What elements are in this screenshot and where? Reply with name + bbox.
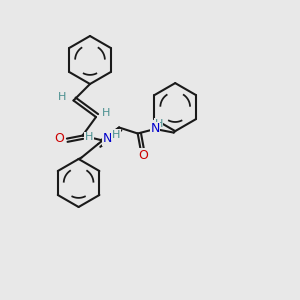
Text: O: O: [55, 132, 64, 145]
Text: N: N: [102, 132, 112, 146]
Text: H: H: [85, 132, 93, 142]
Text: H: H: [154, 118, 163, 129]
Text: N: N: [150, 122, 160, 136]
Text: H: H: [112, 130, 120, 140]
Text: O: O: [138, 149, 148, 162]
Text: H: H: [102, 108, 111, 118]
Text: H: H: [58, 92, 66, 103]
